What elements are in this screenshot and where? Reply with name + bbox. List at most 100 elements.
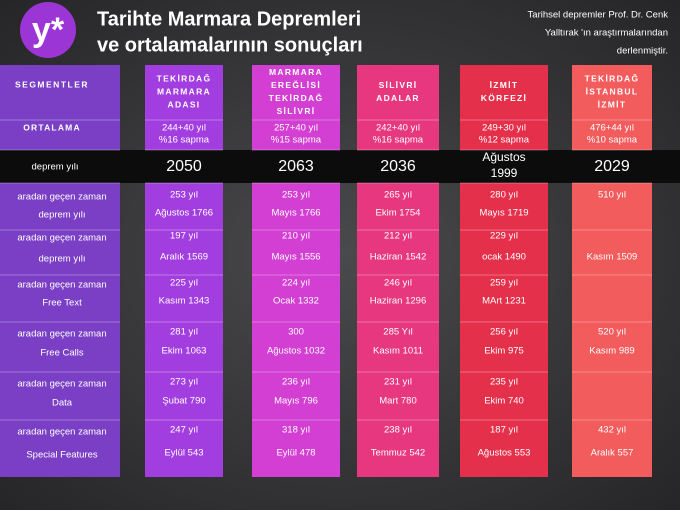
elapsed-time: 235 yıl [490, 377, 518, 388]
average: %16 sapma [159, 135, 210, 146]
event-date: Mayıs 1556 [271, 252, 320, 263]
column [460, 65, 548, 477]
event-date: Kasım 1509 [587, 252, 638, 263]
earthquake-year: 2029 [594, 158, 630, 175]
event-date: Ekim 1063 [162, 346, 207, 357]
column-name: MARMARA [157, 86, 211, 96]
event-date: Ağustos 1032 [267, 346, 325, 357]
column-name: SİLİVRİ [277, 106, 316, 116]
earthquake-year: 2063 [278, 158, 314, 175]
average-label: ORTALAMA [23, 122, 81, 132]
column-name: MARMARA [269, 67, 323, 77]
column-year-band [145, 150, 223, 183]
note: Yalltırak 'ın araştırmalarından [545, 28, 668, 39]
elapsed-time: 236 yıl [282, 377, 310, 388]
elapsed-time: 285 Yıl [383, 327, 412, 338]
event-date: Ekim 1754 [376, 208, 421, 219]
event-date: Ekim 975 [484, 346, 524, 357]
row-label: aradan geçen zaman [17, 280, 106, 291]
elapsed-time: 238 yıl [384, 425, 412, 436]
title: Tarihte Marmara Depremleri [97, 8, 361, 30]
row-label: Free Calls [40, 348, 84, 359]
row-label: deprem yılı [39, 210, 86, 221]
column-name: İSTANBUL [586, 86, 639, 96]
row-label: aradan geçen zaman [17, 379, 106, 390]
average: %16 sapma [373, 135, 424, 146]
elapsed-time: 273 yıl [170, 377, 198, 388]
average: %12 sapma [479, 135, 530, 146]
column-name: EREĞLİSİ [271, 79, 321, 90]
elapsed-time: 210 yıl [282, 231, 310, 242]
segment-label: SEGMENTLER [15, 79, 89, 89]
event-date: MArt 1231 [482, 296, 526, 307]
elapsed-time: 253 yıl [170, 190, 198, 201]
elapsed-time: 247 yıl [170, 425, 198, 436]
event-date: Ekim 740 [484, 396, 524, 407]
column-year-band [252, 150, 340, 183]
earthquake-year: Ağustos [482, 150, 525, 164]
elapsed-time: 246 yıl [384, 278, 412, 289]
event-date: Ağustos 553 [478, 448, 531, 459]
average: 242+40 yıl [376, 123, 420, 134]
elapsed-time: 187 yıl [490, 425, 518, 436]
elapsed-time: 300 [288, 327, 304, 338]
column [252, 65, 340, 477]
row-label: aradan geçen zaman [17, 427, 106, 438]
elapsed-time: 253 yıl [282, 190, 310, 201]
average: %10 sapma [587, 135, 638, 146]
event-date: Kasım 1011 [373, 346, 423, 357]
event-date: Eylül 478 [276, 448, 315, 459]
column [357, 65, 439, 477]
elapsed-time: 231 yıl [384, 377, 412, 388]
row-label: aradan geçen zaman [17, 192, 106, 203]
logo-circle [20, 2, 76, 58]
elapsed-time: 225 yıl [170, 278, 198, 289]
elapsed-time: 510 yıl [598, 190, 626, 201]
event-date: Ocak 1332 [273, 296, 319, 307]
row-label: Data [52, 398, 73, 409]
column-year-band [357, 150, 439, 183]
average: 244+40 yıl [162, 123, 206, 134]
event-date: Haziran 1542 [370, 252, 427, 263]
column-name: İZMİT [490, 80, 519, 90]
elapsed-time: 197 yıl [170, 231, 198, 242]
earthquake-year: 2050 [166, 158, 202, 175]
year-band-left [0, 150, 120, 183]
elapsed-time: 229 yıl [490, 231, 518, 242]
column [572, 65, 652, 477]
event-date: Kasım 1343 [159, 296, 210, 307]
row-label: deprem yılı [39, 254, 86, 265]
average: 476+44 yıl [590, 123, 634, 134]
elapsed-time: 265 yıl [384, 190, 412, 201]
logo: y* [32, 11, 65, 49]
event-date: Mart 780 [379, 396, 417, 407]
column-year-band [572, 150, 652, 183]
column-name: SİLİVRİ [379, 80, 418, 90]
event-date: Aralık 1569 [160, 252, 208, 263]
average: 249+30 yıl [482, 123, 526, 134]
event-date: Ağustos 1766 [155, 208, 213, 219]
event-date: Eylül 543 [164, 448, 203, 459]
title: ve ortalamalarının sonuçları [97, 34, 363, 56]
event-date: ocak 1490 [482, 252, 526, 263]
elapsed-time: 256 yıl [490, 327, 518, 338]
event-date: Mayıs 796 [274, 396, 318, 407]
average: 257+40 yıl [274, 123, 318, 134]
year-label: deprem yılı [32, 162, 79, 173]
average: %15 sapma [271, 135, 322, 146]
event-date: Mayıs 1766 [271, 208, 320, 219]
note: derlenmiştir. [617, 46, 668, 57]
event-date: Aralık 557 [591, 448, 634, 459]
column-name: ADASI [168, 99, 201, 109]
column [145, 65, 223, 477]
event-date: Kasım 989 [589, 346, 634, 357]
note: Tarihsel depremler Prof. Dr. Cenk [528, 10, 669, 21]
elapsed-time: 318 yıl [282, 425, 310, 436]
column-name: TEKİRDAĞ [269, 92, 324, 103]
elapsed-time: 281 yıl [170, 327, 198, 338]
elapsed-time: 432 yıl [598, 425, 626, 436]
elapsed-time: 280 yıl [490, 190, 518, 201]
earthquake-year: 1999 [491, 166, 518, 180]
elapsed-time: 212 yıl [384, 231, 412, 242]
